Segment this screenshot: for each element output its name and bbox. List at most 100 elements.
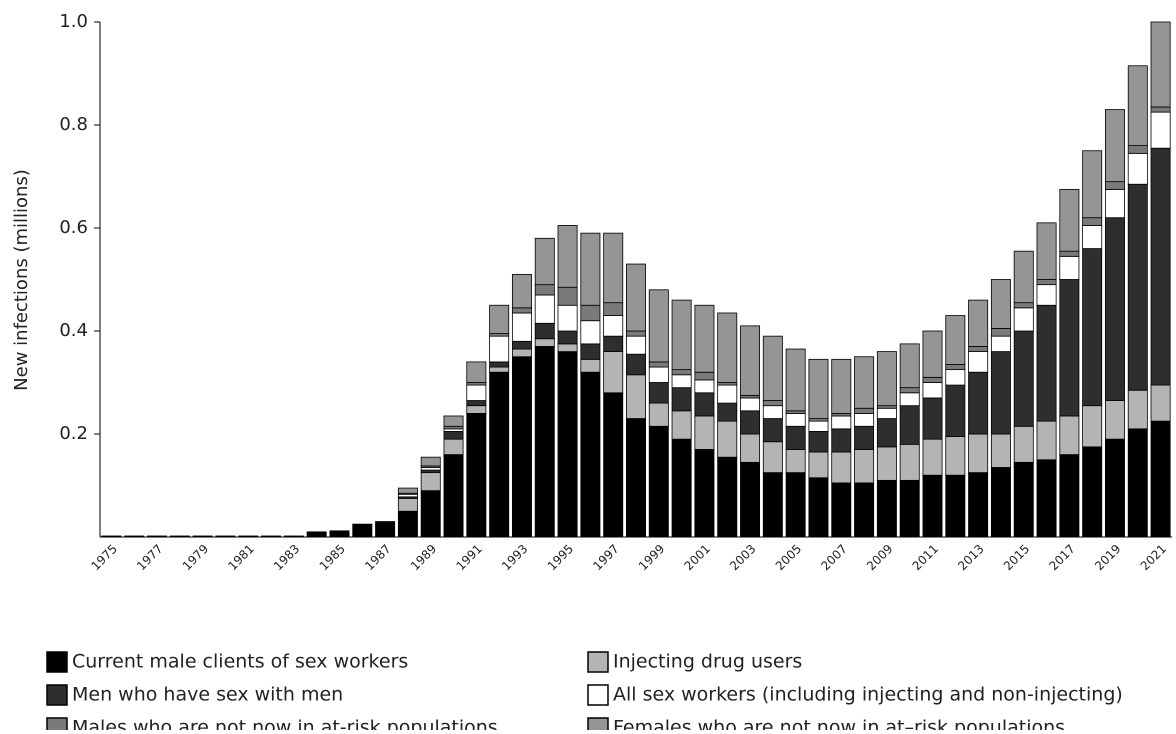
bar-segment — [785, 412, 806, 427]
bar-segment — [1013, 330, 1034, 427]
bar-segment — [808, 358, 829, 419]
bar-segment — [717, 456, 738, 538]
bar-segment — [1082, 225, 1103, 250]
x-tick-label: 1997 — [590, 542, 621, 573]
bar-segment — [740, 325, 761, 396]
bar-segment — [1104, 109, 1125, 183]
bar-segment — [557, 304, 578, 332]
y-tick-label: 0.4 — [59, 320, 88, 341]
bar-segment — [1036, 459, 1057, 538]
bar-segment — [466, 412, 487, 538]
bar-segment — [511, 356, 532, 538]
bar-segment — [443, 431, 464, 440]
bar-segment — [557, 225, 578, 288]
bar-segment — [192, 535, 213, 538]
bar-segment — [694, 379, 715, 394]
x-tick-label: 1977 — [134, 542, 165, 573]
bar-segment — [854, 449, 875, 484]
bar-segment — [580, 371, 601, 538]
bar-segment — [489, 361, 510, 368]
bar-segment — [1150, 111, 1171, 149]
legend-swatch — [587, 717, 609, 734]
bar-segment — [626, 330, 646, 337]
bar-segment — [785, 348, 806, 412]
bar-segment — [580, 320, 601, 345]
bar-segment — [831, 415, 852, 430]
bar-segment — [876, 407, 897, 419]
bar-segment — [876, 418, 897, 448]
bar-segment — [876, 351, 897, 407]
bar-segment — [968, 346, 989, 353]
bar-segment — [511, 307, 532, 314]
bar-segment — [626, 353, 646, 376]
legend-label: Injecting drug users — [613, 651, 802, 673]
x-tick-label: 1981 — [225, 542, 256, 573]
bar-segment — [968, 351, 989, 373]
bar-segment — [466, 400, 487, 407]
bar-segment — [603, 302, 624, 316]
bar-segment — [511, 348, 532, 358]
bar-segment — [762, 405, 783, 419]
bar-segment — [740, 433, 761, 463]
bar-segment — [876, 446, 897, 481]
bar-segment — [1059, 250, 1080, 257]
x-tick-label: 2005 — [773, 542, 804, 573]
bar-segment — [1104, 438, 1125, 538]
bar-segment — [671, 374, 692, 389]
bar-segment — [808, 451, 829, 479]
bar-segment — [603, 232, 624, 304]
bar-segment — [534, 284, 555, 296]
bar-segment — [762, 441, 783, 474]
x-tick-label: 1987 — [362, 542, 393, 573]
bar-segment — [854, 482, 875, 538]
bar-segment — [352, 523, 373, 538]
bar-segment — [1013, 250, 1034, 304]
bar-segment — [1036, 284, 1057, 306]
bar-segment — [397, 487, 418, 494]
legend-swatch — [46, 684, 68, 706]
bar-segment — [671, 410, 692, 440]
bar-segment — [1082, 150, 1103, 219]
bar-segment — [511, 273, 532, 309]
bar-segment — [466, 361, 487, 383]
bar-segment — [534, 294, 555, 324]
bar-segment — [968, 472, 989, 538]
bar-segment — [1150, 106, 1171, 113]
bar-segment — [808, 477, 829, 538]
bar-segment — [831, 358, 852, 414]
bar-segment — [1036, 420, 1057, 461]
x-tick-label: 2007 — [818, 542, 849, 573]
bar-segment — [1082, 217, 1103, 226]
bar-segment — [489, 366, 510, 373]
bar-segment — [1082, 248, 1103, 407]
bar-segment — [603, 392, 624, 538]
bar-segment — [580, 232, 601, 306]
bar-segment — [945, 436, 966, 476]
bar-segment — [922, 330, 943, 378]
bar-segment — [1150, 147, 1171, 386]
bar-segment — [375, 521, 396, 538]
y-tick-label: 1.0 — [59, 11, 88, 32]
bar-segment — [648, 366, 669, 383]
x-tick-label: 2009 — [864, 542, 895, 573]
bar-segment — [1036, 222, 1057, 280]
bar-segment — [694, 304, 715, 373]
bar-segment — [740, 397, 761, 412]
bar-segment — [694, 415, 715, 450]
bar-segment — [785, 449, 806, 474]
bar-segment — [899, 479, 920, 538]
bar-segment — [511, 312, 532, 342]
bar-segment — [717, 384, 738, 404]
bar-segment — [717, 402, 738, 422]
bar-segment — [899, 443, 920, 481]
bar-segment — [534, 346, 555, 538]
bar-segment — [420, 472, 441, 492]
bar-segment — [306, 531, 327, 538]
bar-segment — [1150, 21, 1171, 108]
bar-segment — [1013, 302, 1034, 309]
bar-segment — [990, 351, 1011, 435]
bar-segment — [1104, 188, 1125, 219]
bar-segment — [1104, 400, 1125, 440]
bar-segment — [557, 343, 578, 352]
bar-segment — [1150, 420, 1171, 538]
